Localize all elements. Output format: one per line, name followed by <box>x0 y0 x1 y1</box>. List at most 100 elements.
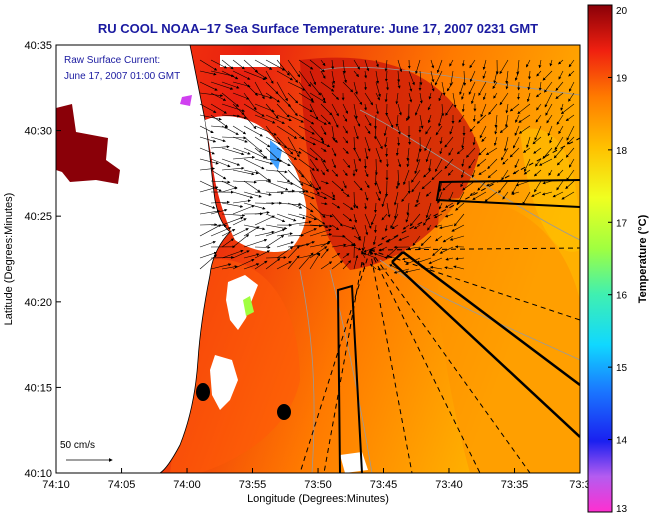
land-hot-patch <box>56 104 120 184</box>
current-vector <box>419 92 423 104</box>
current-vector <box>199 59 218 71</box>
current-vector <box>393 191 399 206</box>
current-vector <box>375 92 380 101</box>
current-vector <box>243 103 265 117</box>
current-vector <box>243 263 260 270</box>
current-vector <box>465 147 476 158</box>
current-vector <box>232 169 255 176</box>
buoy-marker-1 <box>196 383 210 401</box>
current-vector <box>548 169 553 176</box>
current-vector <box>363 81 367 91</box>
current-vector <box>276 70 294 81</box>
current-vector <box>331 103 339 117</box>
current-vector <box>254 201 275 205</box>
current-vector <box>298 213 317 221</box>
current-vector <box>534 180 542 193</box>
current-vector <box>427 114 432 124</box>
current-vector <box>364 147 369 160</box>
current-vector <box>493 136 498 146</box>
current-vector <box>221 238 234 248</box>
current-vector <box>384 92 388 103</box>
current-vector <box>309 59 325 73</box>
current-vector <box>199 209 220 215</box>
current-vector <box>287 202 303 209</box>
current-vector <box>254 114 276 124</box>
current-vector <box>353 125 359 140</box>
current-vector <box>416 191 421 204</box>
current-vector <box>232 125 247 135</box>
current-vector <box>526 92 531 103</box>
current-vector <box>232 228 249 237</box>
current-vector <box>499 59 509 75</box>
current-vector <box>298 147 319 161</box>
current-vector <box>320 125 327 136</box>
current-vector <box>243 114 257 130</box>
current-vector <box>221 202 244 208</box>
current-vector <box>232 147 251 155</box>
current-vector <box>342 136 349 144</box>
current-vector <box>276 202 302 207</box>
current-vector <box>331 224 340 231</box>
current-vector <box>232 218 247 226</box>
current-vector <box>541 191 553 196</box>
current-vector <box>254 191 272 196</box>
cool-fringe-2 <box>243 296 254 316</box>
current-vector <box>476 114 487 124</box>
current-vector <box>504 114 509 128</box>
y-tick-label: 40:30 <box>24 126 52 138</box>
current-vector <box>557 169 564 177</box>
current-vector <box>498 180 509 194</box>
current-vector <box>298 228 317 237</box>
current-vector <box>423 169 432 178</box>
current-vector <box>375 59 379 68</box>
current-vector <box>444 266 454 270</box>
current-vector <box>221 103 245 112</box>
current-vector <box>533 169 542 177</box>
current-vector <box>406 158 410 168</box>
current-vector <box>511 180 520 195</box>
current-vector <box>469 59 476 69</box>
current-vector <box>221 70 239 80</box>
current-vector <box>425 202 432 219</box>
current-vector <box>389 264 399 270</box>
current-vector <box>517 92 521 100</box>
current-vector <box>397 169 401 187</box>
current-vector <box>353 213 358 224</box>
current-vector <box>331 114 339 128</box>
sector-box-diagonal <box>391 251 580 438</box>
current-vector <box>453 265 465 270</box>
current-vector <box>472 136 476 146</box>
current-vector <box>265 114 285 124</box>
colorbar-tick-label: 15 <box>616 363 628 374</box>
current-vector <box>547 125 553 137</box>
current-vector <box>309 125 324 141</box>
current-vector <box>243 136 263 153</box>
current-vector <box>406 202 410 216</box>
current-vector <box>390 213 399 229</box>
current-vector <box>381 235 388 240</box>
current-vector <box>528 70 532 80</box>
y-axis-ticks: 40:10 40:15 40:20 40:25 40:30 40:35 <box>24 40 61 480</box>
current-vector <box>287 147 302 154</box>
current-vector <box>558 125 564 135</box>
current-vector <box>409 213 421 227</box>
current-vector <box>438 114 443 127</box>
current-vector <box>536 70 542 77</box>
current-vector <box>472 114 476 123</box>
current-vector <box>421 180 432 190</box>
current-vector <box>353 59 360 70</box>
current-vector <box>449 235 465 241</box>
current-vector <box>532 136 542 145</box>
current-vector <box>408 70 415 86</box>
current-vector <box>397 59 403 73</box>
plot-area <box>56 45 580 473</box>
current-vector <box>503 136 509 152</box>
current-vector <box>342 81 354 93</box>
current-vector <box>342 114 348 122</box>
current-vector <box>517 103 531 115</box>
current-vector <box>232 59 245 70</box>
current-vector <box>493 70 498 84</box>
current-vector <box>461 92 465 100</box>
current-vector <box>210 158 231 168</box>
